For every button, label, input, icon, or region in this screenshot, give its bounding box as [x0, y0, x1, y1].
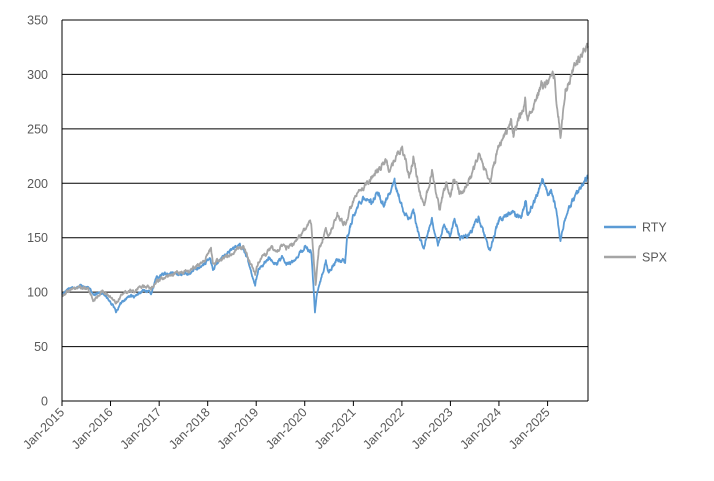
series-line-spx: [61, 42, 589, 305]
series-lines: [61, 42, 589, 314]
x-tick-label: Jan-2016: [69, 405, 116, 452]
x-tick-label: Jan-2025: [506, 405, 553, 452]
legend-label-spx: SPX: [642, 251, 668, 265]
legend: RTY SPX: [604, 221, 668, 265]
x-tick-label: Jan-2019: [215, 405, 262, 452]
x-tick-label: Jan-2024: [457, 405, 504, 452]
y-tick-labels: 0 50 100 150 200 250 300 350: [27, 14, 48, 409]
y-tick-label: 150: [27, 231, 48, 245]
x-tick-label: Jan-2015: [20, 405, 67, 452]
y-tick-label: 0: [41, 395, 48, 409]
x-tick-label: Jan-2018: [166, 405, 213, 452]
y-tick-label: 200: [27, 177, 48, 191]
x-tick-label: Jan-2017: [118, 405, 165, 452]
y-tick-label: 300: [27, 68, 48, 82]
y-tick-label: 250: [27, 122, 48, 136]
y-tick-label: 100: [27, 286, 48, 300]
x-tick-label: Jan-2022: [360, 405, 407, 452]
y-tick-label: 50: [34, 340, 48, 354]
y-tick-label: 350: [27, 14, 48, 28]
axes: [61, 19, 589, 406]
grid-lines: [62, 19, 588, 348]
x-tick-label: Jan-2021: [312, 405, 359, 452]
x-tick-labels: Jan-2015 Jan-2016 Jan-2017 Jan-2018 Jan-2019…: [20, 405, 552, 452]
x-tick-label: Jan-2023: [409, 405, 456, 452]
legend-label-rty: RTY: [642, 221, 667, 235]
x-tick-label: Jan-2020: [263, 405, 310, 452]
series-line-rty: [61, 174, 589, 314]
